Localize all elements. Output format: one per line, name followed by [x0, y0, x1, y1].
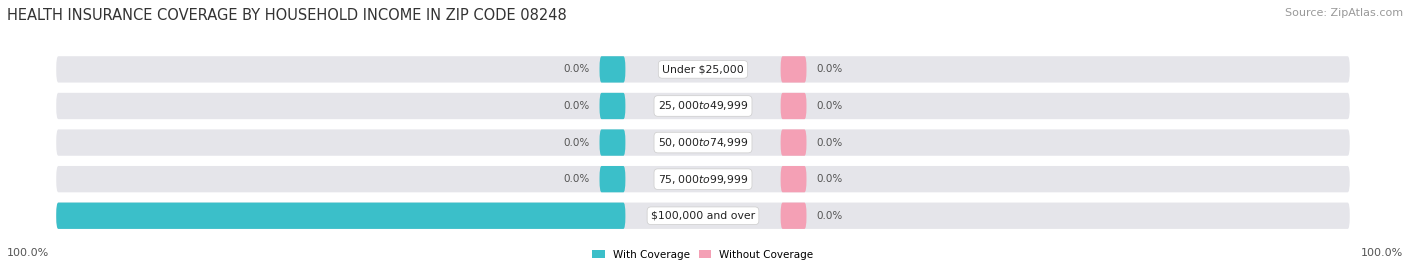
FancyBboxPatch shape	[56, 166, 1350, 192]
Text: $75,000 to $99,999: $75,000 to $99,999	[658, 173, 748, 186]
FancyBboxPatch shape	[780, 56, 807, 83]
FancyBboxPatch shape	[599, 129, 626, 156]
FancyBboxPatch shape	[780, 203, 807, 229]
FancyBboxPatch shape	[56, 93, 1350, 119]
Text: 0.0%: 0.0%	[817, 137, 842, 148]
Legend: With Coverage, Without Coverage: With Coverage, Without Coverage	[588, 245, 818, 264]
Text: $50,000 to $74,999: $50,000 to $74,999	[658, 136, 748, 149]
Text: 100.0%: 100.0%	[7, 248, 49, 258]
Text: 100.0%: 100.0%	[1361, 248, 1403, 258]
FancyBboxPatch shape	[780, 93, 807, 119]
FancyBboxPatch shape	[56, 203, 626, 229]
FancyBboxPatch shape	[56, 129, 1350, 156]
Text: 0.0%: 0.0%	[817, 174, 842, 184]
Text: 0.0%: 0.0%	[817, 101, 842, 111]
FancyBboxPatch shape	[599, 93, 626, 119]
Text: $100,000 and over: $100,000 and over	[651, 211, 755, 221]
Text: 0.0%: 0.0%	[564, 137, 591, 148]
FancyBboxPatch shape	[599, 56, 626, 83]
Text: 0.0%: 0.0%	[564, 174, 591, 184]
FancyBboxPatch shape	[56, 56, 1350, 83]
Text: 0.0%: 0.0%	[817, 211, 842, 221]
Text: $25,000 to $49,999: $25,000 to $49,999	[658, 100, 748, 112]
Text: 0.0%: 0.0%	[564, 101, 591, 111]
Text: 100.0%: 100.0%	[3, 211, 46, 221]
Text: Source: ZipAtlas.com: Source: ZipAtlas.com	[1285, 8, 1403, 18]
Text: Under $25,000: Under $25,000	[662, 64, 744, 75]
FancyBboxPatch shape	[56, 203, 1350, 229]
Text: 0.0%: 0.0%	[817, 64, 842, 75]
Text: 0.0%: 0.0%	[564, 64, 591, 75]
FancyBboxPatch shape	[599, 166, 626, 192]
FancyBboxPatch shape	[780, 166, 807, 192]
Text: HEALTH INSURANCE COVERAGE BY HOUSEHOLD INCOME IN ZIP CODE 08248: HEALTH INSURANCE COVERAGE BY HOUSEHOLD I…	[7, 8, 567, 23]
FancyBboxPatch shape	[780, 129, 807, 156]
